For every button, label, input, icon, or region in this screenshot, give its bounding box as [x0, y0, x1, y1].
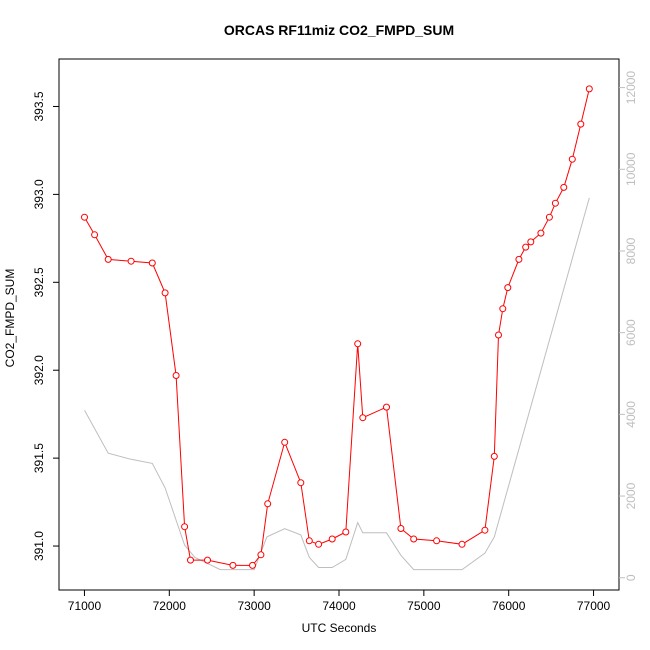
data-point: [433, 537, 441, 545]
plot-frame: [58, 58, 620, 591]
x-tick-label: 74000: [322, 599, 356, 613]
y2-tick-label: 8000: [624, 237, 638, 264]
data-point: [187, 556, 194, 564]
x-tick-label: 76000: [492, 599, 526, 613]
data-point: [410, 535, 418, 543]
x-tick-label: 72000: [153, 599, 187, 613]
y-tick-label: 393.5: [32, 91, 46, 121]
data-point: [342, 528, 350, 536]
chart-title: ORCAS RF11miz CO2_FMPD_SUM: [224, 22, 454, 38]
data-point: [91, 231, 99, 239]
data-point: [499, 305, 507, 313]
y-axis-left: 391.0 391.5 392.0 392.5 393.0 393.5: [32, 91, 59, 561]
data-point: [577, 120, 585, 128]
data-point: [585, 85, 593, 93]
data-point: [354, 340, 362, 348]
series-layer: [81, 85, 593, 571]
data-point: [527, 238, 535, 246]
y2-tick-label: 0: [624, 574, 638, 581]
data-point: [281, 438, 289, 446]
y-tick-label: 392.0: [32, 355, 46, 385]
data-point: [229, 561, 237, 569]
x-axis: 71000 72000 73000 74000 75000 76000 77000: [68, 590, 611, 613]
data-point: [264, 500, 272, 508]
data-point: [172, 372, 180, 379]
data-point: [305, 537, 313, 545]
data-point: [161, 289, 169, 297]
y-tick-label: 391.5: [32, 443, 46, 473]
y2-tick-label: 12000: [624, 71, 638, 105]
data-point: [458, 540, 466, 548]
data-point: [257, 551, 265, 559]
y2-tick-label: 6000: [624, 319, 638, 346]
data-point: [297, 479, 305, 487]
data-point: [515, 255, 523, 263]
data-point: [545, 213, 553, 221]
data-point: [522, 243, 530, 251]
series-line-secondary: [84, 197, 590, 571]
data-point: [328, 535, 336, 543]
data-point: [490, 452, 498, 460]
data-point: [104, 255, 112, 263]
y2-tick-label: 4000: [624, 401, 638, 428]
series-line-primary: [84, 88, 590, 566]
data-point: [537, 229, 545, 237]
data-point: [551, 199, 559, 207]
x-tick-label: 71000: [68, 599, 102, 613]
y-axis-right: 0 2000 4000 6000 8000 10000 12000: [619, 71, 638, 581]
data-point: [81, 213, 88, 221]
x-tick-label: 73000: [237, 599, 271, 613]
data-point: [481, 526, 489, 534]
x-tick-label: 77000: [577, 599, 611, 613]
data-point: [495, 331, 502, 339]
y2-tick-label: 10000: [624, 152, 638, 186]
data-point: [504, 284, 512, 292]
y2-tick-label: 2000: [624, 482, 638, 509]
y-tick-label: 393.0: [32, 179, 46, 209]
data-point: [127, 257, 135, 265]
x-axis-label: UTC Seconds: [302, 621, 377, 635]
data-point: [560, 183, 568, 191]
y-tick-label: 391.0: [32, 531, 46, 561]
y-axis-label: CO2_FMPD_SUM: [3, 269, 17, 368]
data-point: [397, 525, 405, 532]
data-point: [383, 403, 390, 411]
data-point: [315, 540, 323, 548]
data-point: [204, 556, 211, 564]
data-point: [249, 561, 256, 569]
data-point: [568, 155, 576, 163]
data-point: [148, 259, 156, 267]
x-tick-label: 75000: [407, 599, 441, 613]
data-point: [181, 523, 189, 531]
data-point: [359, 414, 367, 422]
y-tick-label: 392.5: [32, 267, 46, 297]
